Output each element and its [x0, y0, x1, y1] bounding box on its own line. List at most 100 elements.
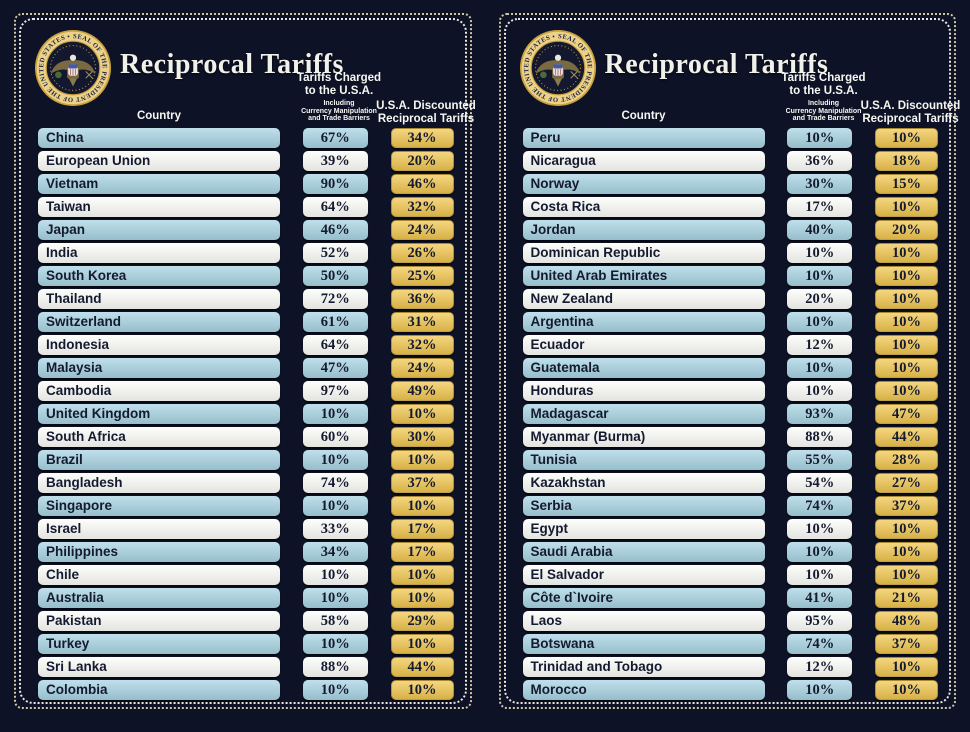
table-row: Pakistan 58% 29% [38, 611, 454, 631]
charged-tariff-cell: 88% [787, 427, 853, 447]
table-row: India 52% 26% [38, 243, 454, 263]
country-cell: Japan [38, 220, 280, 240]
charged-header-sub2: Currency Manipulation [785, 107, 862, 115]
tariff-rows-right: Peru 10% 10% Nicaragua 36% 18% Norway 30% 15% Cos… [501, 127, 955, 700]
country-cell: Saudi Arabia [522, 542, 765, 562]
charged-tariff-cell: 10% [787, 542, 853, 562]
charged-tariff-cell: 33% [302, 519, 368, 539]
charged-tariff-cell: 88% [302, 657, 368, 677]
country-cell: Brazil [38, 450, 280, 470]
country-cell: Vietnam [38, 174, 280, 194]
table-row: Jordan 40% 20% [522, 220, 938, 240]
table-row: Nicaragua 36% 18% [522, 151, 938, 171]
country-cell: El Salvador [522, 565, 765, 585]
table-row: China 67% 34% [38, 128, 454, 148]
column-header-discounted: U.S.A. Discounted Reciprocal Tariffs [831, 100, 970, 125]
discounted-header-line1: U.S.A. Discounted [860, 100, 961, 112]
discounted-tariff-cell: 36% [390, 289, 454, 309]
country-cell: Sri Lanka [38, 657, 280, 677]
table-row: Bangladesh 74% 37% [38, 473, 454, 493]
table-row: Sri Lanka 88% 44% [38, 657, 454, 677]
country-cell: Botswana [522, 634, 765, 654]
discounted-tariff-cell: 17% [390, 519, 454, 539]
charged-tariff-cell: 10% [302, 565, 368, 585]
discounted-tariff-cell: 10% [390, 680, 454, 700]
country-cell: Ecuador [522, 335, 765, 355]
country-cell: New Zealand [522, 289, 765, 309]
charged-tariff-cell: 61% [302, 312, 368, 332]
discounted-tariff-cell: 10% [875, 358, 938, 378]
panel-header: SEAL OF THE PRESIDENT OF THE UNITED STAT… [16, 15, 476, 127]
country-cell: Nicaragua [522, 151, 765, 171]
discounted-tariff-cell: 15% [875, 174, 938, 194]
discounted-tariff-cell: 44% [390, 657, 454, 677]
table-row: Thailand 72% 36% [38, 289, 454, 309]
discounted-tariff-cell: 37% [390, 473, 454, 493]
charged-tariff-cell: 20% [787, 289, 853, 309]
country-cell: Jordan [522, 220, 765, 240]
table-row: Costa Rica 17% 10% [522, 197, 938, 217]
charged-tariff-cell: 10% [787, 266, 853, 286]
country-cell: Myanmar (Burma) [522, 427, 765, 447]
charged-tariff-cell: 93% [787, 404, 853, 424]
country-cell: Côte d`Ivoire [522, 588, 765, 608]
discounted-header-line2: Reciprocal Tariffs [862, 112, 959, 125]
table-row: Tunisia 55% 28% [522, 450, 938, 470]
discounted-tariff-cell: 10% [875, 519, 938, 539]
country-cell: Honduras [522, 381, 765, 401]
discounted-tariff-cell: 48% [875, 611, 938, 631]
country-cell: Cambodia [38, 381, 280, 401]
country-cell: Kazakhstan [522, 473, 765, 493]
discounted-tariff-cell: 21% [875, 588, 938, 608]
charged-tariff-cell: 52% [302, 243, 368, 263]
table-row: Taiwan 64% 32% [38, 197, 454, 217]
discounted-tariff-cell: 20% [875, 220, 938, 240]
charged-tariff-cell: 97% [302, 381, 368, 401]
table-row: Israel 33% 17% [38, 519, 454, 539]
discounted-tariff-cell: 10% [875, 312, 938, 332]
charged-tariff-cell: 10% [787, 519, 853, 539]
column-header-discounted: U.S.A. Discounted Reciprocal Tariffs [346, 100, 506, 125]
charged-tariff-cell: 10% [787, 358, 853, 378]
charged-tariff-cell: 10% [302, 496, 368, 516]
table-row: Ecuador 12% 10% [522, 335, 938, 355]
country-cell: Egypt [522, 519, 765, 539]
country-cell: South Africa [38, 427, 280, 447]
discounted-tariff-cell: 10% [875, 289, 938, 309]
table-row: Japan 46% 24% [38, 220, 454, 240]
table-row: Serbia 74% 37% [522, 496, 938, 516]
charged-tariff-cell: 10% [787, 381, 853, 401]
table-row: Switzerland 61% 31% [38, 312, 454, 332]
charged-header-sub1: Including [807, 100, 840, 107]
charged-tariff-cell: 40% [787, 220, 853, 240]
panel-title: Reciprocal Tariffs [120, 49, 344, 80]
charged-tariff-cell: 64% [302, 335, 368, 355]
discounted-tariff-cell: 17% [390, 542, 454, 562]
country-cell: Guatemala [522, 358, 765, 378]
country-cell: Chile [38, 565, 280, 585]
charged-tariff-cell: 72% [302, 289, 368, 309]
discounted-tariff-cell: 24% [390, 220, 454, 240]
discounted-tariff-cell: 10% [390, 496, 454, 516]
charged-tariff-cell: 54% [787, 473, 853, 493]
country-cell: Trinidad and Tobago [522, 657, 765, 677]
discounted-tariff-cell: 31% [390, 312, 454, 332]
charged-tariff-cell: 64% [302, 197, 368, 217]
charged-tariff-cell: 10% [787, 243, 853, 263]
table-row: Vietnam 90% 46% [38, 174, 454, 194]
charged-tariff-cell: 74% [302, 473, 368, 493]
eagle-icon [50, 54, 96, 87]
table-row: Cambodia 97% 49% [38, 381, 454, 401]
charged-tariff-cell: 17% [787, 197, 853, 217]
country-cell: Peru [522, 128, 765, 148]
table-row: European Union 39% 20% [38, 151, 454, 171]
charged-tariff-cell: 10% [787, 312, 853, 332]
discounted-tariff-cell: 10% [390, 404, 454, 424]
table-row: Madagascar 93% 47% [522, 404, 938, 424]
discounted-tariff-cell: 49% [390, 381, 454, 401]
country-cell: China [38, 128, 280, 148]
country-cell: Tunisia [522, 450, 765, 470]
charged-tariff-cell: 55% [787, 450, 853, 470]
country-cell: South Korea [38, 266, 280, 286]
country-cell: Turkey [38, 634, 280, 654]
